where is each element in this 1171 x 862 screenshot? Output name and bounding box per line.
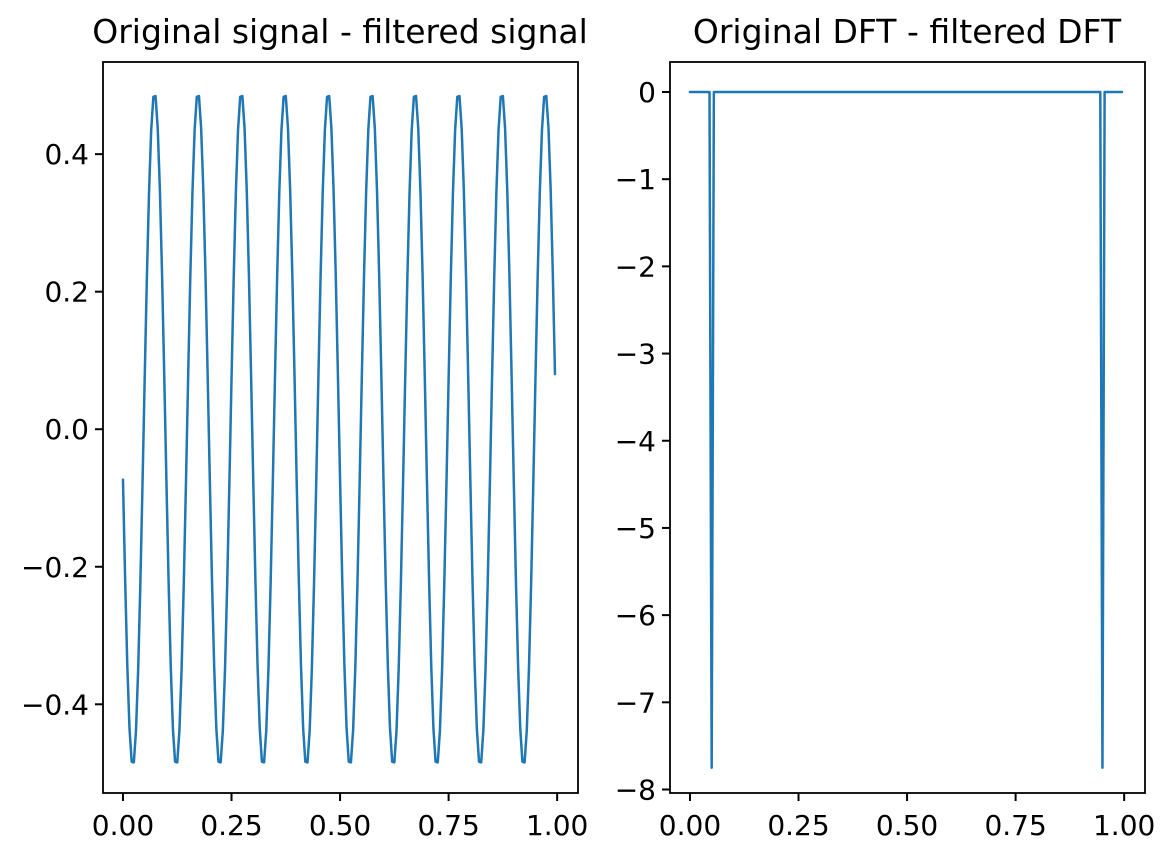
right-plot-title: Original DFT - filtered DFT [693, 12, 1122, 51]
x-tick-label: 0.25 [767, 809, 829, 842]
right-plot-area: 0.00 0.25 0.50 0.75 1.00 0 −1 −2 −3 −4 −5 −6 −7 −8 [615, 61, 1155, 842]
x-tick-label: 0.00 [92, 809, 154, 842]
subplot-left: Original signal - filtered signal 0.00 0.… [21, 12, 588, 842]
x-tick-label: 0.50 [309, 809, 371, 842]
x-tick-label: 0.75 [984, 809, 1046, 842]
signal-minus-filtered-signal-line [121, 94, 557, 764]
y-tick-label: −8 [615, 774, 656, 807]
y-tick-label: −2 [615, 250, 656, 283]
y-tick-label: −4 [615, 425, 656, 458]
x-tick-label: 0.75 [417, 809, 479, 842]
y-tick-label: −6 [615, 599, 656, 632]
y-tick-label: −0.2 [21, 551, 89, 584]
y-tick-label: 0.0 [44, 413, 89, 446]
y-tick-label: 0.2 [44, 276, 89, 309]
y-tick-label: −5 [615, 512, 656, 545]
x-tick-label: 1.00 [526, 809, 588, 842]
x-tick-label: 0.00 [659, 809, 721, 842]
y-tick-label: −1 [615, 163, 656, 196]
x-tick-label: 1.00 [1093, 809, 1155, 842]
dft-minus-filtered-dft-line [688, 90, 1124, 769]
y-tick-label: −3 [615, 338, 656, 371]
x-tick-label: 0.50 [876, 809, 938, 842]
x-tick-label: 0.25 [200, 809, 262, 842]
y-tick-label: −0.4 [21, 688, 89, 721]
y-tick-label: 0.4 [44, 138, 89, 171]
subplot-right: Original DFT - filtered DFT 0.00 0.25 0.50… [615, 12, 1156, 842]
left-plot-title: Original signal - filtered signal [92, 12, 588, 51]
left-plot-area: 0.00 0.25 0.50 0.75 1.00 0.4 0.2 0.0 −0.2 −0.4 [21, 61, 588, 842]
y-tick-label: 0 [638, 76, 656, 109]
y-tick-label: −7 [615, 686, 656, 719]
